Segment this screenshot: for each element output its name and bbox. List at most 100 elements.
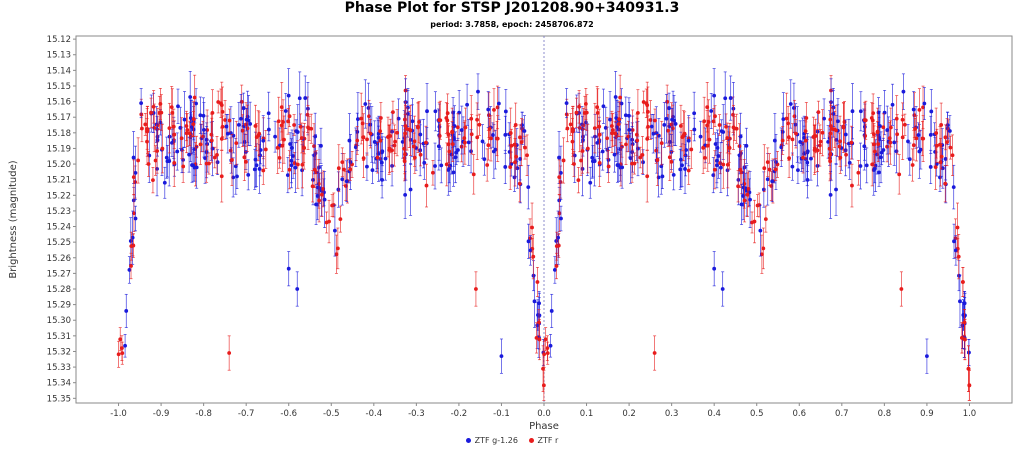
ztf-g-point — [522, 129, 527, 133]
ztf-r-point — [513, 160, 517, 165]
ztf-r-point — [582, 111, 587, 115]
ztf-r-point — [129, 244, 134, 249]
ztf-r-point — [761, 246, 766, 251]
ztf-r-point — [635, 111, 640, 115]
ztf-r-point — [244, 159, 248, 164]
ztf-r-point — [713, 114, 717, 119]
ztf-g-point — [303, 96, 308, 100]
ztf-r-point — [330, 203, 335, 208]
ztf-r-point — [475, 135, 480, 140]
ztf-r-point — [487, 113, 491, 118]
ztf-g-point — [215, 160, 220, 165]
ztf-r-point — [681, 133, 686, 138]
ztf-r-point — [579, 158, 583, 163]
ztf-g-point — [809, 156, 813, 161]
ztf-g-point — [843, 132, 848, 137]
ztf-g-point — [198, 113, 203, 118]
ztf-r-point — [403, 124, 408, 128]
ztf-r-point — [492, 107, 496, 112]
ztf-g-point — [246, 172, 251, 177]
ztf-r-point — [219, 137, 224, 141]
ztf-g-point — [396, 116, 401, 121]
ztf-r-point — [287, 114, 292, 119]
ztf-g-point — [557, 155, 561, 160]
ztf-r-point — [412, 139, 417, 144]
ztf-r-point — [157, 111, 162, 115]
ztf-g-point — [548, 343, 553, 348]
ztf-r-point — [517, 181, 522, 186]
ztf-g-point — [503, 132, 508, 137]
ztf-r-point — [120, 351, 125, 356]
ztf-r-point — [519, 140, 524, 145]
ztf-r-point — [943, 135, 948, 140]
ztf-r-point — [707, 137, 712, 142]
ztf-g-point — [850, 109, 855, 114]
ztf-g-point — [178, 125, 183, 130]
ztf-r-point — [327, 219, 331, 224]
ztf-r-point — [605, 136, 610, 141]
ztf-g-point — [836, 119, 840, 124]
ztf-r-point — [938, 160, 943, 165]
ztf-r-point — [570, 139, 575, 144]
ztf-r-point — [933, 165, 938, 170]
y-tick-label: 15.14 — [47, 66, 71, 76]
ztf-r-point — [669, 122, 674, 127]
ztf-r-point — [263, 147, 268, 152]
ztf-g-point — [356, 117, 360, 122]
ztf-g-point — [613, 95, 618, 99]
ztf-r-point — [489, 136, 493, 141]
ztf-g-point — [549, 309, 554, 313]
ztf-r-point — [438, 118, 443, 123]
ztf-r-point — [342, 167, 346, 172]
outlier-point — [499, 354, 504, 359]
ztf-g-point — [796, 168, 800, 173]
ztf-g-point — [482, 157, 487, 162]
ztf-r-point — [875, 130, 880, 135]
ztf-r-point — [485, 163, 490, 167]
ztf-r-point — [508, 165, 513, 170]
ztf-r-point — [820, 130, 825, 135]
ztf-g-point — [770, 179, 775, 184]
ztf-r-point — [477, 122, 482, 127]
ztf-g-point — [826, 139, 831, 144]
ztf-g-point — [714, 163, 719, 168]
ztf-r-point — [894, 116, 899, 121]
x-tick-label: 0.3 — [665, 409, 679, 419]
y-tick-label: 15.34 — [47, 379, 71, 389]
y-tick-label: 15.21 — [47, 176, 71, 186]
ztf-g-point — [805, 149, 810, 154]
ztf-r-point — [282, 137, 286, 142]
ztf-r-point — [870, 162, 875, 167]
ztf-g-point — [951, 185, 956, 190]
ztf-r-point — [834, 128, 838, 133]
ztf-g-point — [627, 127, 632, 132]
ztf-r-point — [939, 123, 944, 127]
ztf-r-point — [765, 160, 770, 165]
ztf-g-point — [187, 152, 191, 157]
ztf-r-point — [181, 164, 186, 169]
ztf-r-point — [837, 144, 842, 149]
ztf-r-point — [412, 144, 416, 149]
y-tick-label: 15.20 — [47, 160, 71, 170]
ztf-g-point — [558, 170, 563, 175]
ztf-g-point — [656, 133, 661, 138]
ztf-r-point — [424, 140, 428, 145]
ztf-r-point — [444, 162, 449, 167]
ztf-g-point — [741, 194, 746, 198]
ztf-r-point — [535, 280, 540, 284]
outlier-point — [712, 266, 717, 271]
ztf-r-point — [618, 95, 623, 100]
ztf-g-point — [344, 179, 349, 184]
ztf-r-point — [554, 264, 559, 268]
ztf-r-point — [617, 117, 622, 121]
ztf-g-point — [410, 119, 415, 124]
ztf-g-point — [526, 185, 531, 190]
ztf-r-point — [408, 128, 413, 133]
legend-marker — [465, 438, 471, 443]
ztf-g-point — [737, 153, 742, 158]
ztf-r-point — [469, 116, 474, 121]
ztf-r-point — [205, 128, 210, 132]
x-tick-label: 0.1 — [580, 409, 594, 419]
ztf-g-point — [380, 178, 384, 182]
ztf-r-point — [508, 131, 513, 135]
